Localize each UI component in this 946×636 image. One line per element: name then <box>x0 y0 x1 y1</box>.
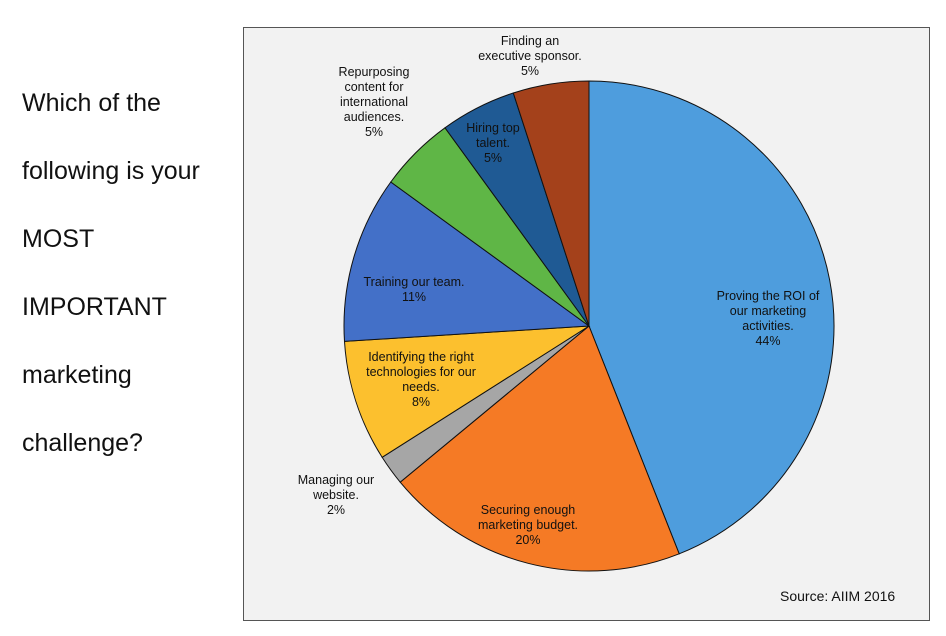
pie-slice <box>399 325 680 572</box>
slice-label: needs. <box>402 380 440 394</box>
slice-value-label: 20% <box>515 533 540 547</box>
slice-label: Hiring top <box>466 121 520 135</box>
slice-value-label: 11% <box>402 290 426 304</box>
slice-label: our marketing <box>730 304 806 318</box>
slice-label: Repurposing <box>339 65 410 79</box>
slice-label: Identifying the right <box>368 350 474 364</box>
slice-label: executive sponsor. <box>478 49 582 63</box>
slice-label: Finding an <box>501 34 559 48</box>
pie-slice <box>343 181 591 342</box>
question-line: MOST <box>22 225 95 253</box>
question-line: challenge? <box>22 429 143 457</box>
question-line: marketing <box>22 361 132 389</box>
slice-value-label: 5% <box>484 151 502 165</box>
slice-label: Training our team. <box>364 275 465 289</box>
slice-value-label: 5% <box>521 64 539 78</box>
question-line: Which of the <box>22 89 161 117</box>
slice-label: activities. <box>742 319 793 333</box>
slice-label: website. <box>312 488 359 502</box>
slice-value-label: 8% <box>412 395 430 409</box>
pie-slice <box>343 325 590 458</box>
source-note: Source: AIIM 2016 <box>780 588 896 604</box>
slice-value-label: 2% <box>327 503 345 517</box>
pie-slice <box>512 80 590 327</box>
slice-label: audiences. <box>344 110 404 124</box>
question-text: Which of the following is your MOST IMPO… <box>22 52 227 494</box>
slice-label: Securing enough <box>481 503 576 517</box>
question-line: following is your <box>22 157 200 185</box>
slice-label: content for <box>344 80 403 94</box>
slice-value-label: 44% <box>755 334 780 348</box>
slice-label: international <box>340 95 408 109</box>
slice-label: marketing budget. <box>478 518 578 532</box>
question-line: IMPORTANT <box>22 293 167 321</box>
slice-label: talent. <box>476 136 510 150</box>
slice-value-label: 5% <box>365 125 383 139</box>
slice-label: technologies for our <box>366 365 476 379</box>
pie-slice <box>588 80 835 555</box>
slice-label: Proving the ROI of <box>717 289 820 303</box>
slice-label: Managing our <box>298 473 374 487</box>
